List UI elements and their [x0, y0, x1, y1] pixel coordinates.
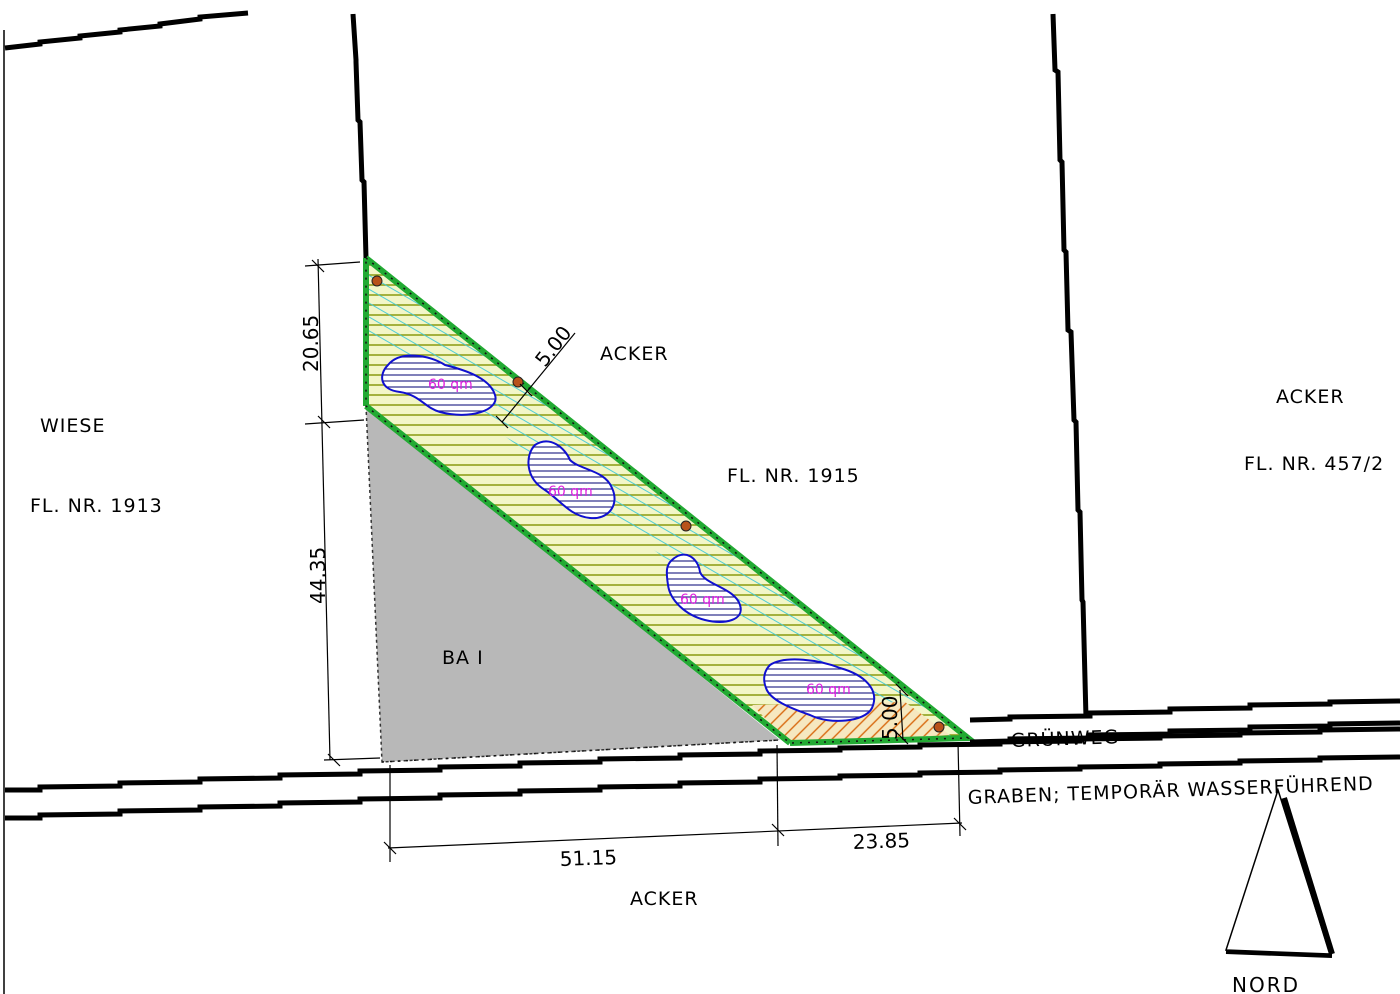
label-acker-right: ACKER	[1276, 386, 1345, 408]
label-gruenweg: GRÜNWEG	[1010, 725, 1119, 752]
boundary-top-left	[4, 10, 249, 51]
dimension-5-00-vertical: 5.00	[878, 695, 902, 740]
label-fl-1913: FL. NR. 1913	[30, 495, 163, 517]
pond-3-label: 60 qm	[680, 592, 725, 608]
label-fl-1915: FL. NR. 1915	[727, 465, 860, 487]
strip-boundary-inner	[364, 403, 792, 746]
pond-4-label: 60 qm	[806, 682, 851, 698]
dimension-20-65: 20.65	[299, 315, 323, 372]
pond-2: 60 qm	[527, 440, 616, 520]
tree-marker	[680, 520, 692, 532]
dimension-5-00-diagonal: 5.00	[530, 321, 576, 371]
north-label: NORD	[1232, 973, 1300, 994]
label-graben: GRABEN; TEMPORÄR WASSERFÜHREND	[967, 772, 1374, 809]
strip-tick-line	[365, 257, 971, 744]
dimension-51-15: 51.15	[559, 845, 617, 871]
label-acker-bottom: ACKER	[630, 888, 699, 910]
building-area-ba-i	[366, 406, 780, 762]
tree-marker	[933, 721, 945, 733]
pond-1-label: 60 qm	[428, 377, 473, 393]
tree-marker	[371, 275, 383, 287]
dimension-lines	[304, 258, 967, 862]
pond-4: 60 qm	[763, 658, 876, 722]
ditch-graben	[5, 726, 1400, 821]
pond-3: 60 qm	[665, 553, 742, 623]
label-acker-top: ACKER	[600, 343, 669, 365]
pond-1: 60 qm	[381, 354, 497, 416]
pond-2-label: 60 qm	[548, 484, 593, 500]
boundary-vertical-right	[1050, 13, 1089, 719]
dimension-44-35: 44.35	[306, 547, 330, 604]
road-gruenweg	[969, 698, 1400, 745]
boundary-vertical-left	[350, 13, 369, 259]
label-ba-i: BA I	[442, 647, 484, 669]
north-arrow: NORD	[1224, 787, 1335, 994]
label-wiese: WIESE	[40, 415, 105, 437]
dimension-23-85: 23.85	[852, 828, 910, 854]
label-fl-457-2: FL. NR. 457/2	[1244, 453, 1384, 475]
